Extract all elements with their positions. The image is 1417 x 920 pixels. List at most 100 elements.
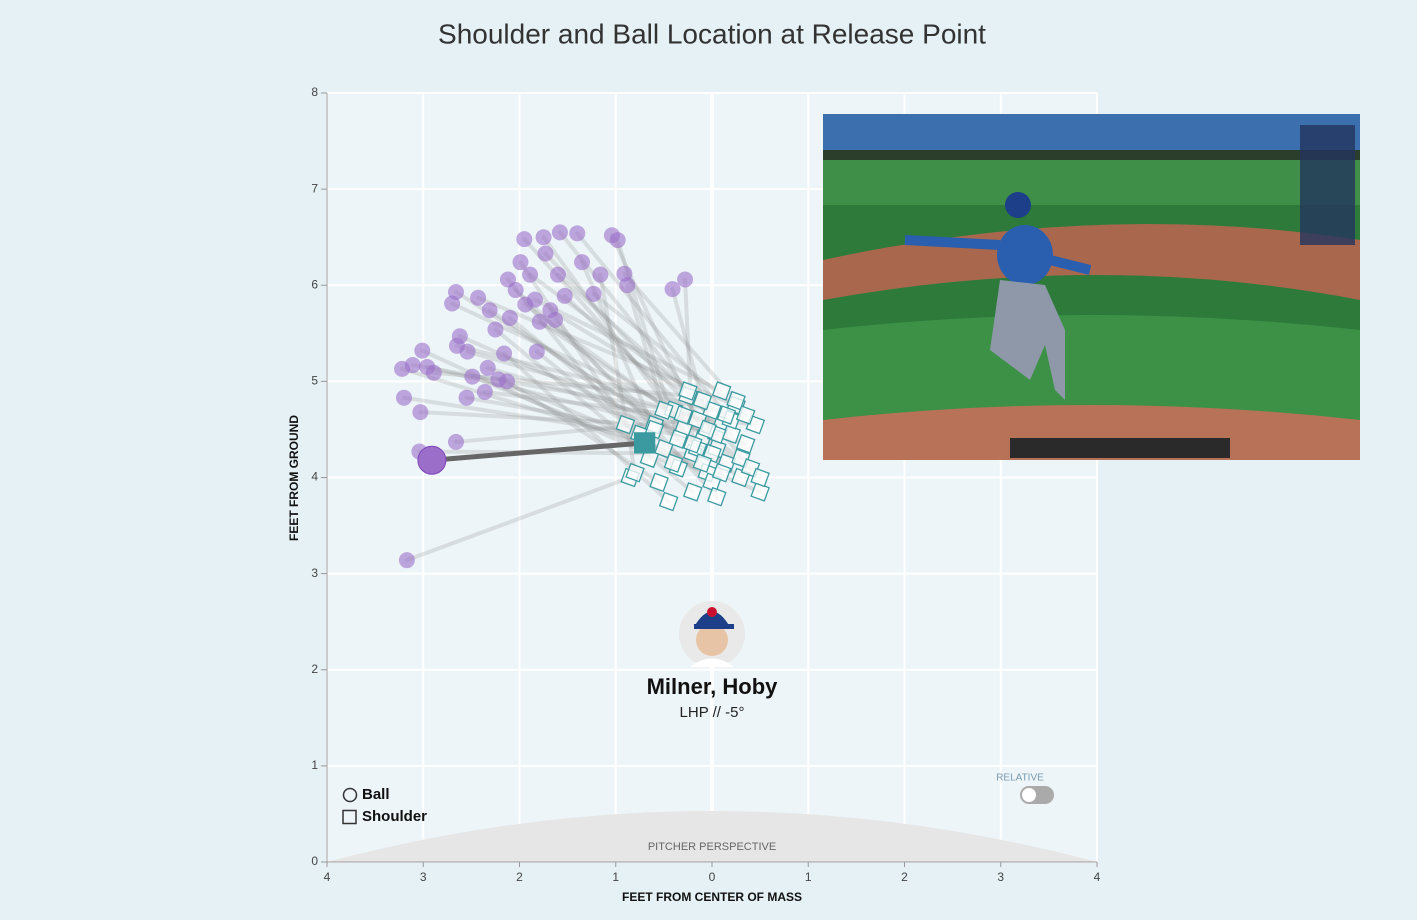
shoulder-point (711, 462, 732, 483)
ball-point (496, 345, 513, 362)
ball-point (535, 229, 552, 246)
ball-point (479, 359, 496, 376)
x-tick-label: 0 (709, 870, 716, 884)
ball-point (550, 266, 566, 283)
link (532, 297, 724, 393)
shoulder-point (658, 491, 679, 512)
ball-point (516, 231, 533, 248)
player-avatar (679, 601, 745, 667)
legend-swatch (342, 787, 358, 803)
ball-point (464, 368, 481, 385)
relative-toggle[interactable] (1020, 786, 1054, 804)
ball-point (512, 254, 529, 271)
ball-point (507, 282, 524, 299)
link (553, 317, 719, 499)
shoulder-point (697, 419, 717, 440)
ball-point (585, 285, 602, 302)
x-tick-label: 3 (420, 870, 427, 884)
ball-point (551, 224, 568, 241)
ball-point (414, 342, 431, 359)
shoulder-point (692, 453, 713, 473)
shoulder-point (682, 434, 703, 454)
link (598, 272, 637, 475)
y-tick-label: 0 (311, 854, 318, 868)
link (418, 410, 657, 427)
legend-swatch (342, 809, 357, 825)
chart-title: Shoulder and Ball Location at Release Po… (438, 18, 986, 49)
ball-point (451, 328, 468, 345)
player-name: Milner, Hoby (647, 674, 779, 699)
ball-point (404, 357, 421, 374)
ball-point (522, 266, 539, 283)
link (507, 315, 714, 485)
shoulder-point (663, 453, 684, 473)
ball-point (537, 245, 554, 262)
shoulder-point (735, 434, 756, 454)
highlight-shoulder (633, 432, 656, 454)
link (625, 283, 666, 413)
ball-point (470, 289, 487, 306)
ball-point (609, 232, 626, 249)
link (464, 395, 705, 442)
y-tick-label: 1 (311, 758, 318, 772)
link (493, 327, 695, 494)
y-tick-label: 7 (311, 181, 318, 195)
shoulder-point (654, 438, 674, 459)
ball-point (547, 311, 564, 328)
ball-point (664, 281, 681, 298)
player-info: LHP // -5° (680, 704, 745, 721)
ball-point (444, 295, 461, 312)
annotation: PITCHER PERSPECTIVE (648, 841, 776, 853)
shoulder-point (716, 405, 737, 425)
x-tick-label: 4 (1094, 870, 1101, 884)
link (402, 395, 642, 437)
ball-point (425, 364, 442, 381)
link (404, 475, 633, 563)
shoulder-point (678, 381, 698, 401)
toggle-label: RELATIVE (996, 773, 1044, 784)
shoulder-point (707, 486, 727, 507)
video-frame (823, 114, 1360, 460)
ball-point (531, 313, 548, 330)
shoulder-point (673, 405, 693, 425)
legend-label: Shoulder (362, 808, 427, 825)
highlight-link (429, 440, 648, 463)
link (575, 231, 729, 418)
shoulder-point (735, 405, 756, 425)
ball-point (447, 433, 464, 450)
ball-point (396, 389, 412, 406)
ball-point (481, 302, 498, 319)
ball-point (487, 321, 504, 338)
shoulder-point (625, 462, 645, 483)
ball-point (458, 389, 475, 406)
y-tick-label: 4 (311, 470, 318, 484)
shoulder-point (692, 390, 713, 411)
x-tick-label: 1 (612, 870, 619, 884)
ball-point (501, 309, 518, 326)
ball-point (517, 296, 534, 313)
ball-point (476, 383, 493, 400)
x-tick-label: 2 (901, 870, 908, 884)
ball-point (498, 373, 515, 390)
shoulder-point (649, 472, 669, 493)
y-tick-label: 8 (311, 85, 318, 99)
y-tick-label: 3 (311, 566, 318, 580)
shoulder-point (726, 390, 746, 411)
shoulder-point (750, 467, 770, 488)
ball-point (556, 287, 573, 304)
link (543, 251, 719, 437)
link (400, 366, 666, 451)
x-tick-label: 2 (516, 870, 523, 884)
ball-point (528, 343, 545, 360)
y-axis-label: FEET FROM GROUND (287, 415, 301, 541)
y-tick-label: 2 (311, 662, 318, 676)
shoulder-point (668, 429, 689, 449)
pitcher-perspective-arc (327, 811, 1097, 862)
ball-point (677, 271, 694, 288)
ball-point (412, 404, 429, 421)
link (622, 271, 739, 403)
ball-point (619, 277, 636, 294)
link (410, 363, 676, 413)
link (556, 272, 690, 393)
